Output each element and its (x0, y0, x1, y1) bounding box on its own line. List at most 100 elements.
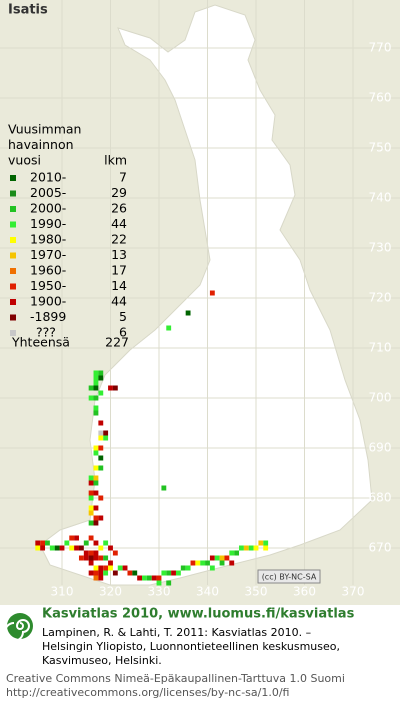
observation-square (98, 575, 104, 581)
observation-square (93, 465, 99, 471)
legend-header: Vuusimman (8, 122, 81, 137)
legend-count: 44 (111, 294, 127, 309)
observation-square (258, 540, 264, 546)
legend-label: 2010- (30, 170, 66, 185)
legend-count: 26 (111, 201, 127, 216)
legend-swatch (10, 314, 16, 321)
observation-square (190, 560, 196, 566)
observation-square (83, 540, 89, 546)
legend-total: 227 (105, 335, 129, 350)
observation-square (93, 475, 99, 481)
observation-square (54, 545, 60, 551)
legend-label: 1960- (30, 263, 66, 278)
license-line: Creative Commons Nimeä-Epäkaupallinen-Ta… (6, 672, 345, 685)
license-badge-box (257, 569, 321, 584)
observation-square (137, 575, 143, 581)
observation-square (93, 520, 99, 526)
observation-square (112, 550, 118, 556)
observation-square (88, 385, 94, 391)
observation-square (117, 565, 123, 571)
legend-label: 1900- (30, 294, 66, 309)
observation-square (156, 580, 162, 586)
citation-line: Helsingin Yliopisto, Luonnontieteellinen… (42, 640, 340, 653)
observation-square (59, 545, 65, 551)
observation-square (166, 325, 172, 331)
observation-square (88, 475, 94, 481)
y-tick-label: 710 (369, 341, 392, 355)
legend-label: 1970- (30, 247, 66, 262)
legend-swatch (10, 237, 16, 243)
logo (4, 613, 33, 642)
observation-square (88, 490, 94, 496)
observation-square (69, 535, 75, 541)
observation-square (88, 555, 94, 561)
observation-square (88, 480, 94, 486)
observation-square (229, 560, 235, 566)
x-tick-label: 350 (245, 585, 268, 599)
observation-square (78, 545, 84, 551)
legend-header: havainnon (8, 137, 74, 152)
observation-square (93, 370, 99, 376)
footer-heading: Kasviatlas 2010, www.luomus.fi/kasviatla… (42, 607, 355, 622)
legend-count: 5 (119, 309, 127, 324)
observation-square (98, 570, 104, 576)
legend-label: 1980- (30, 232, 66, 247)
observation-square (209, 565, 215, 571)
observation-square (112, 385, 118, 391)
observation-square (93, 450, 99, 456)
observation-square (88, 560, 94, 566)
observation-square (93, 380, 99, 386)
y-tick-label: 760 (369, 91, 392, 105)
observation-square (175, 570, 181, 576)
observation-square (88, 550, 94, 556)
observation-square (229, 550, 235, 556)
observation-square (108, 565, 113, 571)
observation-square (45, 540, 50, 546)
y-tick-label: 770 (369, 41, 392, 55)
legend-count: 17 (111, 263, 127, 278)
x-tick-label: 330 (148, 585, 171, 599)
observation-square (98, 420, 104, 426)
legend-label: ??? (36, 325, 56, 340)
observation-square (88, 395, 94, 401)
legend-count: 29 (111, 185, 127, 200)
observation-square (93, 375, 99, 381)
observation-square (243, 545, 249, 551)
observation-square (214, 555, 220, 561)
observation-square (185, 310, 191, 316)
observation-square (74, 545, 79, 551)
observation-square (132, 570, 138, 576)
logo-spiral (4, 619, 30, 642)
observation-square (40, 540, 46, 546)
observation-square (248, 545, 254, 551)
observation-square (151, 575, 157, 581)
legend-label: 1990- (30, 216, 66, 231)
observation-square (93, 385, 99, 391)
legend-swatch (10, 299, 16, 305)
y-tick-label: 700 (369, 391, 392, 405)
observation-square (93, 570, 99, 576)
legend-label: 1950- (30, 278, 66, 293)
observation-square (98, 455, 104, 461)
x-tick-label: 360 (293, 585, 316, 599)
y-tick-label: 750 (369, 141, 392, 155)
legend-swatch (10, 268, 16, 274)
observation-square (234, 550, 240, 556)
observation-square (209, 555, 215, 561)
observation-square (108, 385, 113, 391)
legend-swatch (10, 252, 16, 259)
license-badge: (cc) BY-NC-SA (262, 573, 317, 582)
observation-square (93, 505, 99, 511)
observation-square (64, 540, 70, 546)
observation-square (103, 565, 109, 571)
legend-count: 7 (119, 170, 127, 185)
observation-square (78, 555, 84, 561)
observation-square (200, 560, 206, 566)
legend-count: 6 (119, 325, 127, 340)
observation-square (35, 540, 41, 546)
observation-square (88, 495, 94, 501)
legend-count: 22 (111, 232, 127, 247)
legend-label: -1899 (30, 309, 66, 324)
observation-square (93, 480, 99, 486)
